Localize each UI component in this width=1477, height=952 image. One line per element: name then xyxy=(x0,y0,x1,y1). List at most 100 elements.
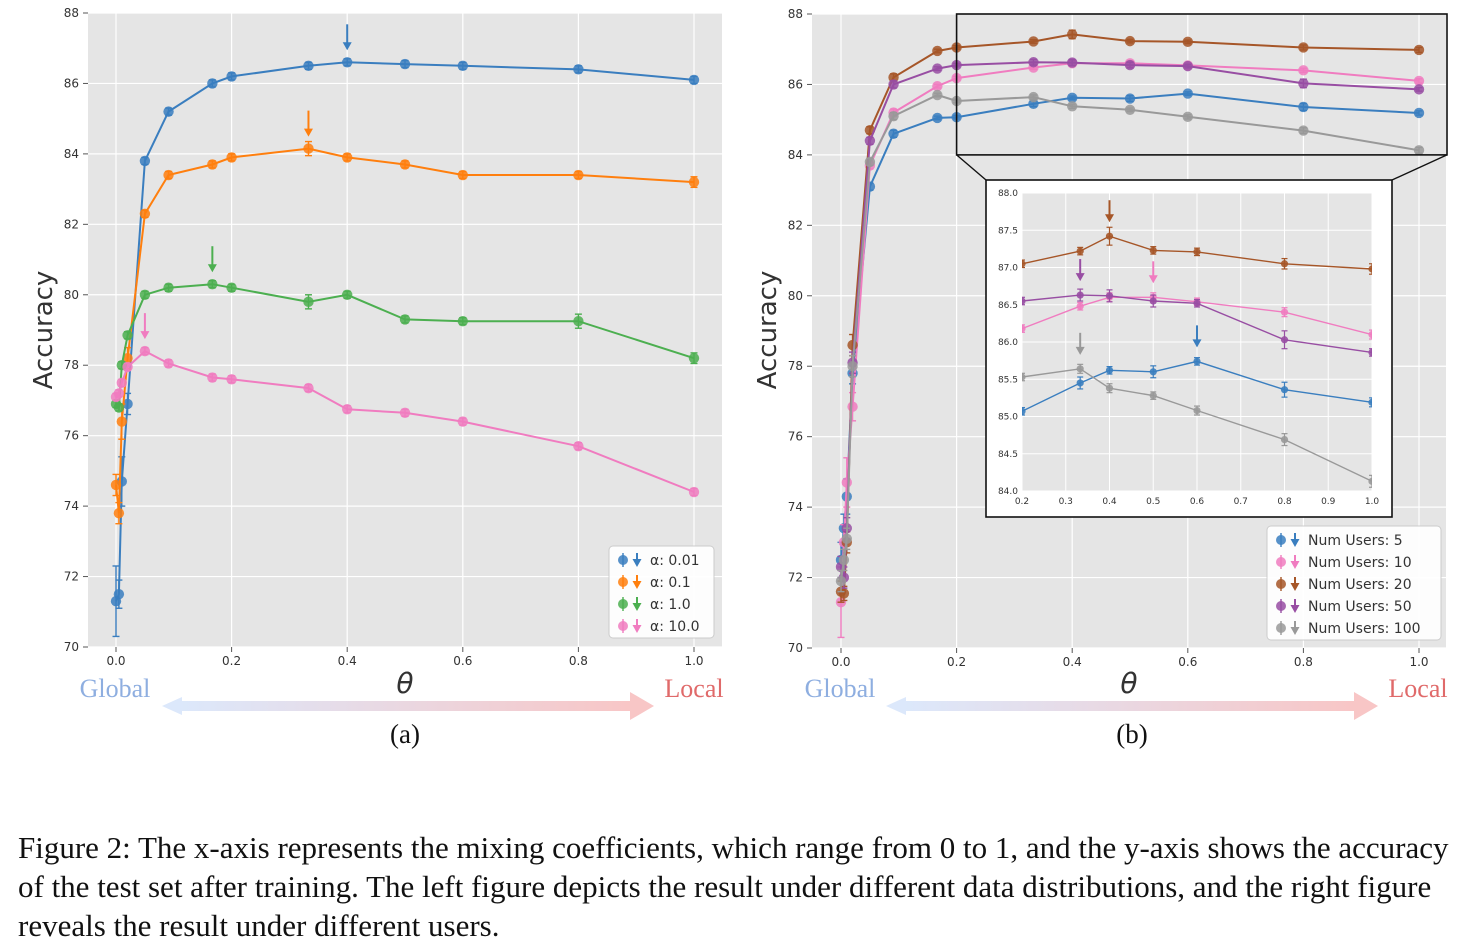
data-point--0-01-a xyxy=(399,58,411,70)
data-point--0-01-a xyxy=(226,71,237,82)
data-point--10-0-a xyxy=(139,345,151,357)
zoom-connector-right xyxy=(1391,154,1448,181)
data-point-num-users-10-b xyxy=(1413,75,1425,87)
x-tick-label-a: 1.0 xyxy=(684,654,703,668)
best-markers-a xyxy=(140,24,352,340)
legend-label-a: α: 1.0 xyxy=(650,597,691,613)
inset-data-point-num-users-100 xyxy=(1076,365,1084,373)
series-line--0-01-a xyxy=(115,61,695,602)
data-point--10-0-a xyxy=(688,486,700,498)
data-point-num-users-50-b xyxy=(1124,59,1136,71)
inset-data-point-num-users-5 xyxy=(1193,357,1201,365)
inset-data-point-num-users-20 xyxy=(1149,246,1157,254)
data-point-num-users-100-b xyxy=(847,361,858,372)
data-point--10-0-a xyxy=(113,388,125,399)
inset-data-point-num-users-5 xyxy=(1076,379,1084,387)
y-tick-label-b: 70 xyxy=(788,641,803,655)
data-point--0-01-a xyxy=(342,57,353,68)
data-point--0-1-a xyxy=(457,169,468,181)
inset-y-tick-label: 86.5 xyxy=(998,301,1018,311)
inset-data-point-num-users-100 xyxy=(1022,373,1026,381)
inset-data-point-num-users-20 xyxy=(1193,248,1201,256)
x-tick-label-b: 0.0 xyxy=(831,655,850,669)
data-point--0-1-a xyxy=(110,479,122,491)
inset-y-tick-label: 86.0 xyxy=(998,338,1018,348)
inset-x-tick-label: 0.5 xyxy=(1146,497,1160,507)
inset-data-point-num-users-20 xyxy=(1076,247,1084,255)
legend-arrow-a-head xyxy=(632,603,642,611)
series-a xyxy=(110,57,700,638)
legend-marker-b xyxy=(1276,557,1286,567)
inset-data-point-num-users-100 xyxy=(1368,477,1372,485)
inset-data-point-num-users-20 xyxy=(1368,265,1372,273)
x-tick-label-b: 0.4 xyxy=(1063,655,1082,669)
legend-label-b: Num Users: 5 xyxy=(1308,533,1403,549)
data-point-num-users-5-b xyxy=(1298,101,1309,113)
inset-data-point-num-users-100 xyxy=(1193,406,1201,415)
data-point-num-users-50-b xyxy=(864,135,876,146)
x-tick-label-b: 0.2 xyxy=(947,655,966,669)
inset-data-point-num-users-5 xyxy=(1149,368,1157,376)
data-point--1-0-a xyxy=(139,289,151,300)
inset-data-point-num-users-10 xyxy=(1022,324,1026,333)
legend-arrow-b-head xyxy=(1290,605,1300,613)
inset-data-point-num-users-100 xyxy=(1149,392,1157,400)
legend-arrow-a-head xyxy=(632,581,642,589)
legend-box-a xyxy=(608,545,715,639)
inset-x-tick-label: 0.7 xyxy=(1234,497,1248,507)
y-tick-label-a: 82 xyxy=(64,217,79,231)
inset-y-tick-label: 87.5 xyxy=(998,226,1018,236)
inset-series xyxy=(1022,226,1372,488)
data-point-num-users-20-b xyxy=(1182,36,1194,48)
y-axis-label-b: Accuracy xyxy=(753,271,783,390)
data-point-num-users-10-b xyxy=(841,477,852,488)
legend-marker-a xyxy=(618,555,628,565)
data-point--1-0-a xyxy=(399,314,411,325)
legend-a: α: 0.01 α: 0.1 α: 1.0 α: 10.0 xyxy=(608,545,715,639)
data-point-num-users-50-b xyxy=(888,79,899,90)
panel-a: 0.0 0.2 0.4 0.6 0.8 1.0 70 72 74 76 78 80 82 84 86 88 α… xyxy=(29,6,724,749)
data-point-num-users-20-b xyxy=(1028,36,1039,47)
data-point--10-0-a xyxy=(122,361,133,373)
legend-marker-a xyxy=(618,599,628,609)
panel-label-a: (a) xyxy=(390,719,420,749)
data-point--1-0-a xyxy=(113,402,125,413)
inset-data-point-num-users-5 xyxy=(1368,398,1372,406)
legend-arrow-a-head xyxy=(632,625,642,633)
data-point-num-users-50-b xyxy=(1028,57,1039,68)
data-point-num-users-100-b xyxy=(835,575,847,587)
legend-arrow-b-head xyxy=(1290,583,1300,591)
legend-label-a: α: 0.01 xyxy=(650,553,700,569)
local-label-a: Local xyxy=(664,674,723,703)
data-point--0-1-a xyxy=(688,176,700,188)
legend-arrow-b-head xyxy=(1290,627,1300,635)
global-label-b: Global xyxy=(805,674,876,703)
data-point--0-01-a xyxy=(163,106,174,117)
data-point-num-users-100-b xyxy=(1182,111,1194,123)
data-point--1-0-a xyxy=(207,279,218,290)
inset-y-tick-label: 87.0 xyxy=(998,264,1018,274)
legend-label-b: Num Users: 50 xyxy=(1308,599,1412,615)
series-line--0-1-a xyxy=(115,147,695,514)
data-point--10-0-a xyxy=(116,377,127,389)
inset-data-point-num-users-50 xyxy=(1368,348,1372,357)
data-point--0-01-a xyxy=(457,60,468,72)
data-point--0-1-a xyxy=(342,152,353,163)
data-point--0-1-a xyxy=(116,416,127,427)
ticks-b: 0.0 0.2 0.4 0.6 0.8 1.0 70 72 74 76 78 80 82 84 86 88 xyxy=(788,7,1429,669)
inset-x-tick-label: 1.0 xyxy=(1365,497,1380,507)
data-point-num-users-20-b xyxy=(847,339,858,351)
data-point-num-users-20-b xyxy=(932,45,943,57)
data-point-num-users-10-b xyxy=(1298,65,1309,76)
data-point--0-1-a xyxy=(163,169,174,181)
inset-best-arrow-head xyxy=(1192,339,1202,348)
data-point-num-users-5-b xyxy=(1067,92,1078,104)
data-point--10-0-a xyxy=(303,382,314,394)
legend-marker-a xyxy=(618,577,628,587)
panel-label-b: (b) xyxy=(1116,719,1147,749)
y-tick-label-b: 86 xyxy=(788,77,803,91)
x-tick-label-a: 0.8 xyxy=(569,654,588,668)
data-point-num-users-5-b xyxy=(1413,107,1425,119)
y-tick-label-b: 76 xyxy=(788,430,803,444)
x-axis-label-b: θ xyxy=(1120,667,1137,700)
